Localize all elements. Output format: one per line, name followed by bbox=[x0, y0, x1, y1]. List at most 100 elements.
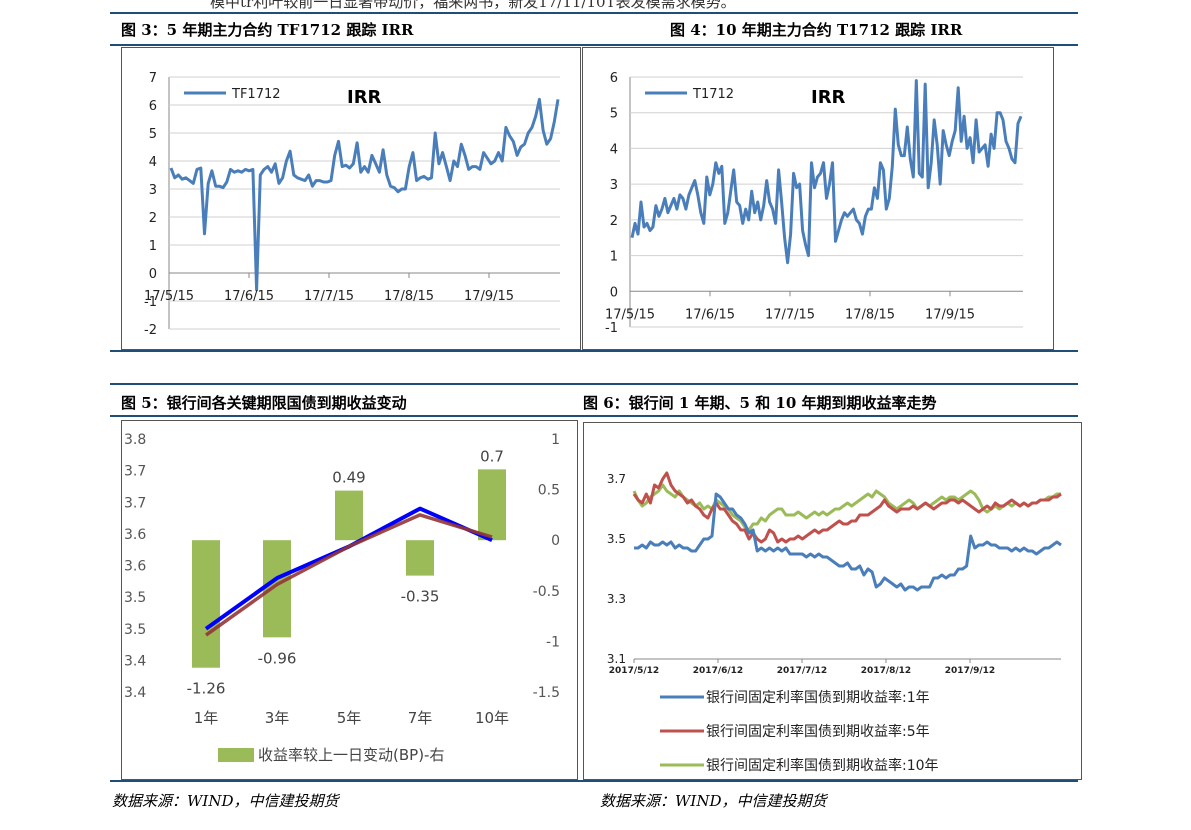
x-tick-label: 2017/8/12 bbox=[861, 666, 911, 676]
left-y-tick-label: 3.5 bbox=[124, 622, 146, 638]
x-tick-label: 1年 bbox=[194, 709, 219, 727]
y-tick-label: -1 bbox=[605, 321, 618, 336]
series-line-TF1712 bbox=[169, 97, 560, 292]
bottom-rule-1 bbox=[110, 350, 1078, 352]
x-tick-label: 10年 bbox=[475, 709, 509, 727]
source-left: 数据来源：WIND，中信建投期货 bbox=[112, 792, 339, 810]
y-tick-label: 1 bbox=[610, 250, 618, 265]
x-tick-label: 17/6/15 bbox=[224, 289, 274, 304]
left-y-tick-label: 3.4 bbox=[124, 685, 146, 701]
y-tick-label: 7 bbox=[149, 71, 157, 86]
figure-3-chart: -2 -1 0 1 2 3 4 5 6 7 17/5/15 17/6/15 17/7/15 17/8/15… bbox=[144, 71, 560, 338]
bar-5年 bbox=[335, 490, 363, 541]
y-tick-label: 2 bbox=[149, 211, 157, 226]
left-y-tick-label: 3.4 bbox=[124, 653, 146, 669]
y-tick-label: 0 bbox=[610, 285, 618, 300]
y-tick-label: -2 bbox=[144, 323, 157, 338]
y-tick-label: 6 bbox=[149, 99, 157, 114]
top-rule-2 bbox=[110, 383, 1078, 385]
left-y-tick-label: 3.7 bbox=[124, 464, 146, 480]
x-tick-label: 17/9/15 bbox=[925, 307, 975, 322]
chart-title: IRR bbox=[347, 87, 382, 108]
bottom-rule-2 bbox=[110, 780, 1078, 782]
right-y-tick-label: 0 bbox=[551, 533, 560, 549]
chart-title: IRR bbox=[811, 87, 846, 108]
y-tick-label: -1 bbox=[144, 295, 157, 310]
left-y-tick-label: 3.6 bbox=[124, 559, 146, 575]
x-tick-label: 17/8/15 bbox=[845, 307, 895, 322]
y-tick-label: 1 bbox=[149, 239, 157, 254]
bar-7年 bbox=[406, 540, 434, 576]
legend-label: 银行间固定利率国债到期收益率:5年 bbox=[706, 723, 930, 740]
x-tick-label: 17/5/15 bbox=[144, 289, 194, 304]
figure-4-title: 图 4：10 年期主力合约 T1712 跟踪 IRR bbox=[670, 21, 963, 39]
legend-label: T1712 bbox=[692, 87, 734, 102]
x-tick-label: 17/5/15 bbox=[605, 307, 655, 322]
x-tick-label: 17/9/15 bbox=[464, 289, 514, 304]
y-tick-label: 3.7 bbox=[607, 472, 626, 486]
legend-label: 银行间固定利率国债到期收益率:10年 bbox=[706, 757, 939, 774]
series-line-1y bbox=[634, 492, 1062, 592]
y-tick-label: 3.1 bbox=[607, 652, 626, 666]
right-y-tick-label: -1 bbox=[546, 634, 560, 650]
left-y-tick-label: 3.8 bbox=[124, 432, 146, 448]
bar-1年 bbox=[192, 540, 220, 668]
x-tick-label: 17/7/15 bbox=[304, 289, 354, 304]
y-tick-label: 4 bbox=[149, 155, 157, 170]
y-tick-label: 0 bbox=[149, 267, 157, 282]
series-line-10y bbox=[632, 483, 1061, 532]
bar-data-label: -0.35 bbox=[401, 588, 440, 606]
x-tick-label: 3年 bbox=[265, 709, 290, 727]
figure-6-title: 图 6：银行间 1 年期、5 和 10 年期到期收益率走势 bbox=[583, 394, 937, 412]
right-y-tick-label: 1 bbox=[551, 432, 560, 448]
figure-5-chart: 3.8 3.7 3.7 3.6 3.6 3.5 3.5 3.4 3.4 1 0.5 0 -0.5 -1 -1… bbox=[124, 432, 560, 764]
header-rule-1 bbox=[110, 44, 1078, 46]
series-line-T1712 bbox=[630, 79, 1023, 265]
x-tick-label: 17/6/15 bbox=[685, 307, 735, 322]
header-rule-2 bbox=[110, 415, 1078, 417]
figure-3-title: 图 3：5 年期主力合约 TF1712 跟踪 IRR bbox=[121, 21, 414, 39]
y-tick-label: 3 bbox=[149, 183, 157, 198]
left-y-tick-label: 3.5 bbox=[124, 590, 146, 606]
figure-5-panel: 3.8 3.7 3.7 3.6 3.6 3.5 3.5 3.4 3.4 1 0.5 0 -0.5 -1 -1… bbox=[121, 420, 578, 780]
y-tick-label: 3 bbox=[610, 178, 618, 193]
right-y-tick-label: -1.5 bbox=[533, 685, 560, 701]
y-tick-label: 5 bbox=[149, 127, 157, 142]
top-rule bbox=[110, 12, 1078, 14]
bar-data-label: -1.26 bbox=[187, 680, 226, 698]
y-tick-label: 2 bbox=[610, 214, 618, 229]
x-tick-label: 17/7/15 bbox=[765, 307, 815, 322]
figure-5-title: 图 5：银行间各关键期限国债到期收益变动 bbox=[121, 394, 407, 412]
figure-3-panel: -2 -1 0 1 2 3 4 5 6 7 17/5/15 17/6/15 17/7/15 17/8/15… bbox=[121, 47, 581, 350]
y-tick-label: 4 bbox=[610, 142, 618, 157]
bar-3年 bbox=[263, 540, 291, 638]
series-line-5y bbox=[632, 471, 1062, 544]
y-tick-label: 3.3 bbox=[607, 592, 626, 606]
right-y-tick-label: -0.5 bbox=[533, 584, 560, 600]
x-tick-label: 2017/6/12 bbox=[693, 666, 743, 676]
figure-4-panel: -1 0 1 2 3 4 5 6 17/5/15 17/6/15 17/7/15 17/8/15 17/… bbox=[582, 47, 1054, 350]
x-tick-label: 17/8/15 bbox=[384, 289, 434, 304]
bar-data-label: 0.7 bbox=[480, 447, 504, 465]
bar-data-label: 0.49 bbox=[332, 469, 365, 487]
legend-label: 银行间固定利率国债到期收益率:1年 bbox=[706, 689, 930, 706]
x-tick-label: 2017/5/12 bbox=[609, 666, 659, 676]
figure-4-chart: -1 0 1 2 3 4 5 6 17/5/15 17/6/15 17/7/15 17/8/15 17/… bbox=[605, 71, 1023, 336]
source-right: 数据来源：WIND，中信建投期货 bbox=[600, 792, 827, 810]
y-tick-label: 6 bbox=[610, 71, 618, 86]
x-tick-label: 5年 bbox=[337, 709, 362, 727]
x-tick-label: 2017/9/12 bbox=[945, 666, 995, 676]
x-tick-label: 2017/7/12 bbox=[777, 666, 827, 676]
bar-10年 bbox=[478, 469, 506, 541]
figure-6-panel: 3.7 3.5 3.3 3.1 2017/5/12 2017/6/12 2017/7/12 2… bbox=[583, 422, 1082, 780]
left-y-tick-label: 3.7 bbox=[124, 495, 146, 511]
y-tick-label: 5 bbox=[610, 107, 618, 122]
left-y-tick-label: 3.6 bbox=[124, 527, 146, 543]
bar-data-label: -0.96 bbox=[258, 649, 297, 667]
top-paragraph-fragment: 模中tr利叶较前一日显著带动价，福来两书，新发17/11/10T表发模需求模势。 bbox=[210, 0, 736, 11]
legend-swatch bbox=[218, 748, 254, 762]
x-tick-label: 7年 bbox=[408, 709, 433, 727]
legend-label: 收益率较上一日变动(BP)-右 bbox=[258, 746, 444, 764]
right-y-tick-label: 0.5 bbox=[538, 483, 560, 499]
